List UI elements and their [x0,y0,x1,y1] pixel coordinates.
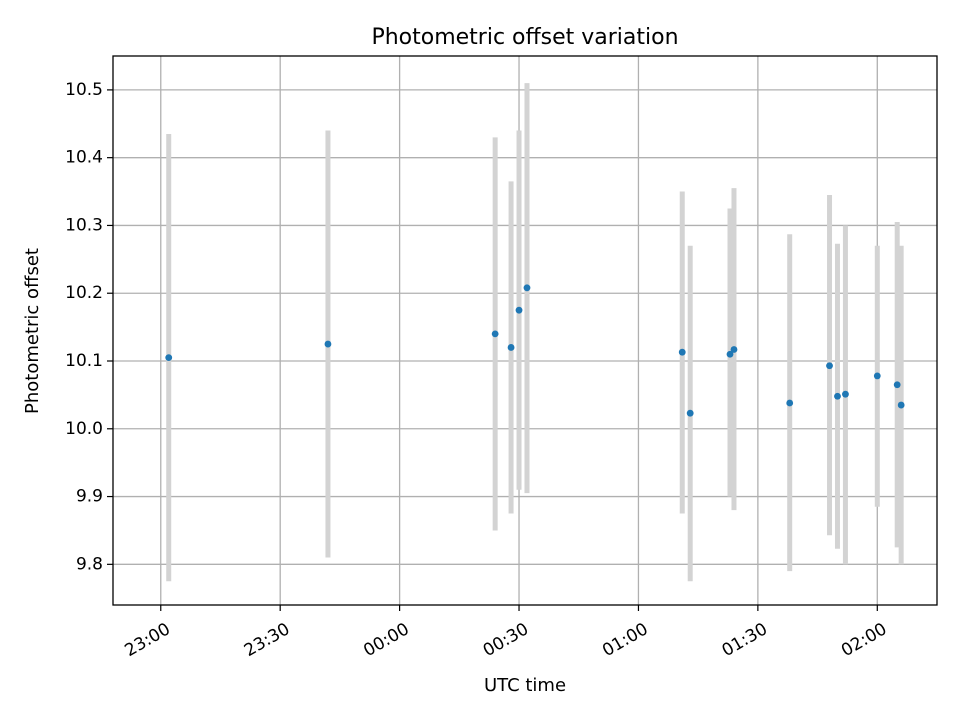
x-tick-label: 01:00 [599,619,651,661]
y-axis-label: Photometric offset [22,248,43,414]
data-point [897,401,905,409]
data-point [686,409,694,417]
data-point [726,350,734,358]
chart-title: Photometric offset variation [371,25,678,50]
x-tick-label: 23:00 [121,619,173,661]
y-tick-label: 10.0 [65,419,103,439]
x-tick-label: 01:30 [719,619,771,661]
x-axis-label: UTC time [484,675,566,696]
data-point [826,362,833,370]
x-tick-label: 02:00 [838,619,890,661]
data-point [842,390,849,398]
data-point [678,348,686,356]
ticks: 23:00 23:30 00:00 00:30 01:00 01:30 02:00 9.8 9.… [65,80,890,661]
data-points [165,284,905,417]
data-point [523,284,531,292]
plot-frame [112,55,938,606]
data-point [834,392,841,400]
y-tick-label: 10.5 [65,80,103,100]
data-point [165,354,173,362]
data-point [893,381,901,389]
data-point [507,344,515,351]
x-tick-label: 23:30 [241,619,293,661]
y-tick-label: 10.3 [65,215,103,235]
data-point [730,346,738,353]
y-tick-label: 10.2 [65,283,103,303]
data-point [786,399,794,407]
x-tick-label: 00:30 [480,619,532,661]
data-point [324,340,332,348]
y-tick-label: 9.8 [76,554,103,574]
data-point [491,330,499,338]
y-tick-label: 9.9 [76,487,103,507]
x-tick-label: 00:00 [360,619,412,661]
data-point [873,372,881,380]
y-tick-label: 10.1 [65,351,103,371]
y-tick-label: 10.4 [65,148,103,168]
data-point [515,306,523,314]
